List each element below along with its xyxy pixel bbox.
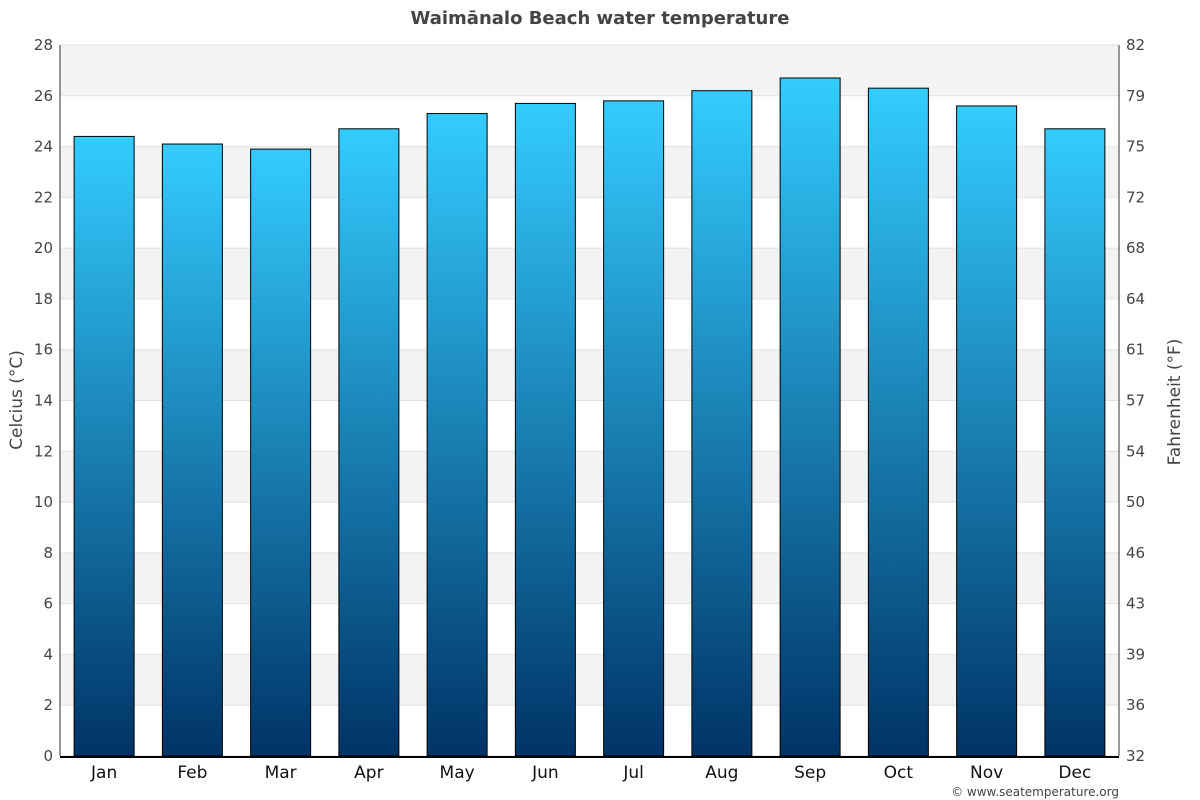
y-tick-label-right: 54 [1126,442,1145,460]
y-tick-label-left: 28 [34,36,53,54]
y-tick-label-right: 39 [1126,645,1145,663]
y-axis-right-ticks: 32 36 39 43 46 50 54 57 61 64 68 72 75 79 82 [1126,36,1145,765]
y-tick-label-right: 50 [1126,493,1145,511]
y-tick-label-left: 8 [43,544,53,562]
x-tick-label: Apr [354,763,383,783]
bar-aug [691,90,753,757]
x-tick-label: Oct [884,763,914,783]
y-tick-label-right: 43 [1126,595,1145,613]
grid-band [60,451,1119,503]
grid-band [60,248,1119,299]
grid-band [60,45,1119,96]
grid-bands [60,45,1119,706]
y-tick-label-right: 46 [1126,544,1145,562]
bar-sep [779,77,841,757]
chart-title: Waimānalo Beach water temperature [411,8,790,29]
axes [59,45,1120,758]
bars [73,77,1106,757]
x-tick-label: May [440,763,475,783]
x-tick-label: Feb [177,763,207,783]
bar-dec [1044,128,1106,757]
grid-band [60,552,1119,604]
bar-jul [603,100,665,757]
y-tick-label-right: 72 [1126,188,1145,206]
y-tick-label-right: 79 [1126,87,1145,105]
y-tick-label-right: 68 [1126,239,1145,257]
y-axis-right-label: Fahrenheit (°F) [1165,339,1185,466]
y-tick-label-left: 18 [34,290,53,308]
y-tick-label-left: 10 [34,493,53,511]
y-tick-label-left: 0 [43,747,53,765]
bar-oct [867,87,929,757]
x-tick-label: Aug [705,763,738,783]
y-tick-label-left: 24 [34,138,53,156]
x-tick-label: Sep [794,763,826,783]
grid-band [60,349,1119,401]
x-tick-label: Nov [970,763,1003,783]
y-axis-left-label: Celcius (°C) [7,350,27,450]
bar-jun [514,102,576,757]
y-tick-label-right: 82 [1126,36,1145,54]
x-tick-label: Dec [1058,763,1091,783]
x-tick-label: Jul [622,763,644,783]
y-tick-label-right: 64 [1126,290,1145,308]
grid-band [60,654,1119,706]
y-tick-label-left: 22 [34,188,53,206]
bar-mar [250,148,312,757]
y-tick-label-right: 75 [1126,138,1145,156]
grid-band [60,146,1119,198]
bar-feb [161,143,223,757]
y-tick-label-left: 12 [34,442,53,460]
x-axis-ticks: Jan Feb Mar Apr May Jun Jul Aug Sep Oct Nov Dec [90,763,1091,783]
bar-nov [956,105,1018,757]
y-tick-label-left: 26 [34,87,53,105]
bar-jan [73,135,135,757]
y-tick-label-right: 36 [1126,696,1145,714]
x-tick-label: Mar [265,763,297,783]
y-tick-label-left: 16 [34,341,53,359]
y-tick-label-left: 6 [43,595,53,613]
y-tick-label-left: 2 [43,696,53,714]
x-tick-label: Jun [531,763,559,783]
y-tick-label-left: 4 [43,645,53,663]
y-tick-label-left: 20 [34,239,53,257]
bar-may [426,113,488,757]
y-tick-label-right: 32 [1126,747,1145,765]
y-tick-label-left: 14 [34,392,53,410]
bar-apr [338,128,400,757]
credit-text: © www.seatemperature.org [951,785,1119,799]
x-tick-label: Jan [90,763,117,783]
y-tick-label-right: 61 [1126,341,1145,359]
y-tick-label-right: 57 [1126,392,1145,410]
